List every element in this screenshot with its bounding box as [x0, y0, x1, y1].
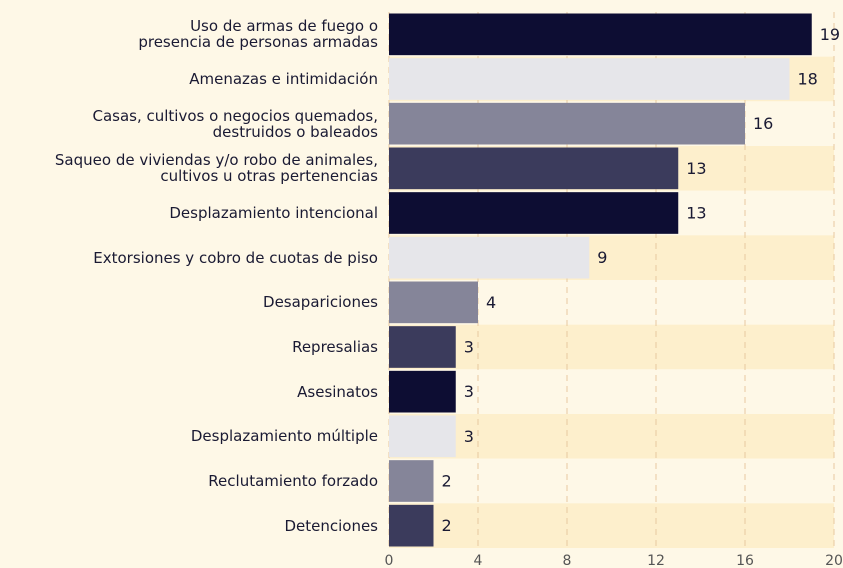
x-tick-label: 20: [825, 553, 843, 568]
bar: [389, 13, 812, 56]
bar: [389, 460, 434, 502]
value-label: 18: [798, 70, 818, 89]
category-label: Casas, cultivos o negocios quemados, des…: [92, 106, 378, 141]
value-label: 2: [442, 516, 452, 535]
category-label: Detenciones: [284, 516, 378, 535]
category-label: Amenazas e intimidación: [189, 70, 378, 88]
value-label: 4: [486, 293, 496, 312]
bar: [389, 415, 456, 458]
x-tick-label: 12: [647, 553, 665, 568]
value-label: 13: [686, 204, 706, 223]
bar: [389, 370, 456, 413]
bar: [389, 147, 679, 190]
x-tick-label: 16: [736, 553, 754, 568]
category-label: Desapariciones: [263, 293, 378, 312]
row-band: [389, 414, 834, 459]
category-label: Saqueo de viviendas y/o robo de animales…: [54, 151, 378, 186]
category-label: Extorsiones y cobro de cuotas de piso: [93, 248, 378, 267]
bar: [389, 102, 745, 145]
value-label: 13: [686, 159, 706, 178]
bar: [389, 326, 456, 368]
value-label: 2: [442, 472, 452, 491]
category-label: Desplazamiento múltiple: [190, 427, 378, 446]
row-band: [389, 458, 834, 504]
x-tick-label: 4: [474, 553, 483, 568]
row-band: [389, 369, 834, 414]
category-label: Uso de armas de fuego o presencia de per…: [138, 17, 378, 52]
category-label: Represalias: [292, 338, 378, 356]
bar: [389, 192, 679, 234]
value-label: 3: [464, 382, 474, 401]
bar: [389, 504, 434, 547]
x-tick-label: 8: [563, 553, 572, 568]
bar: [389, 281, 478, 324]
x-tick-label: 0: [385, 553, 394, 568]
bar: [389, 58, 790, 100]
value-label: 19: [820, 25, 840, 44]
value-label: 3: [464, 427, 474, 446]
value-label: 16: [753, 114, 773, 133]
category-label: Desplazamiento intencional: [169, 204, 378, 222]
category-label: Reclutamiento forzado: [208, 472, 378, 490]
row-band: [389, 503, 834, 548]
value-label: 9: [597, 248, 607, 267]
category-label: Asesinatos: [297, 382, 378, 401]
bar: [389, 236, 590, 279]
value-label: 3: [464, 338, 474, 357]
row-band: [389, 324, 834, 370]
